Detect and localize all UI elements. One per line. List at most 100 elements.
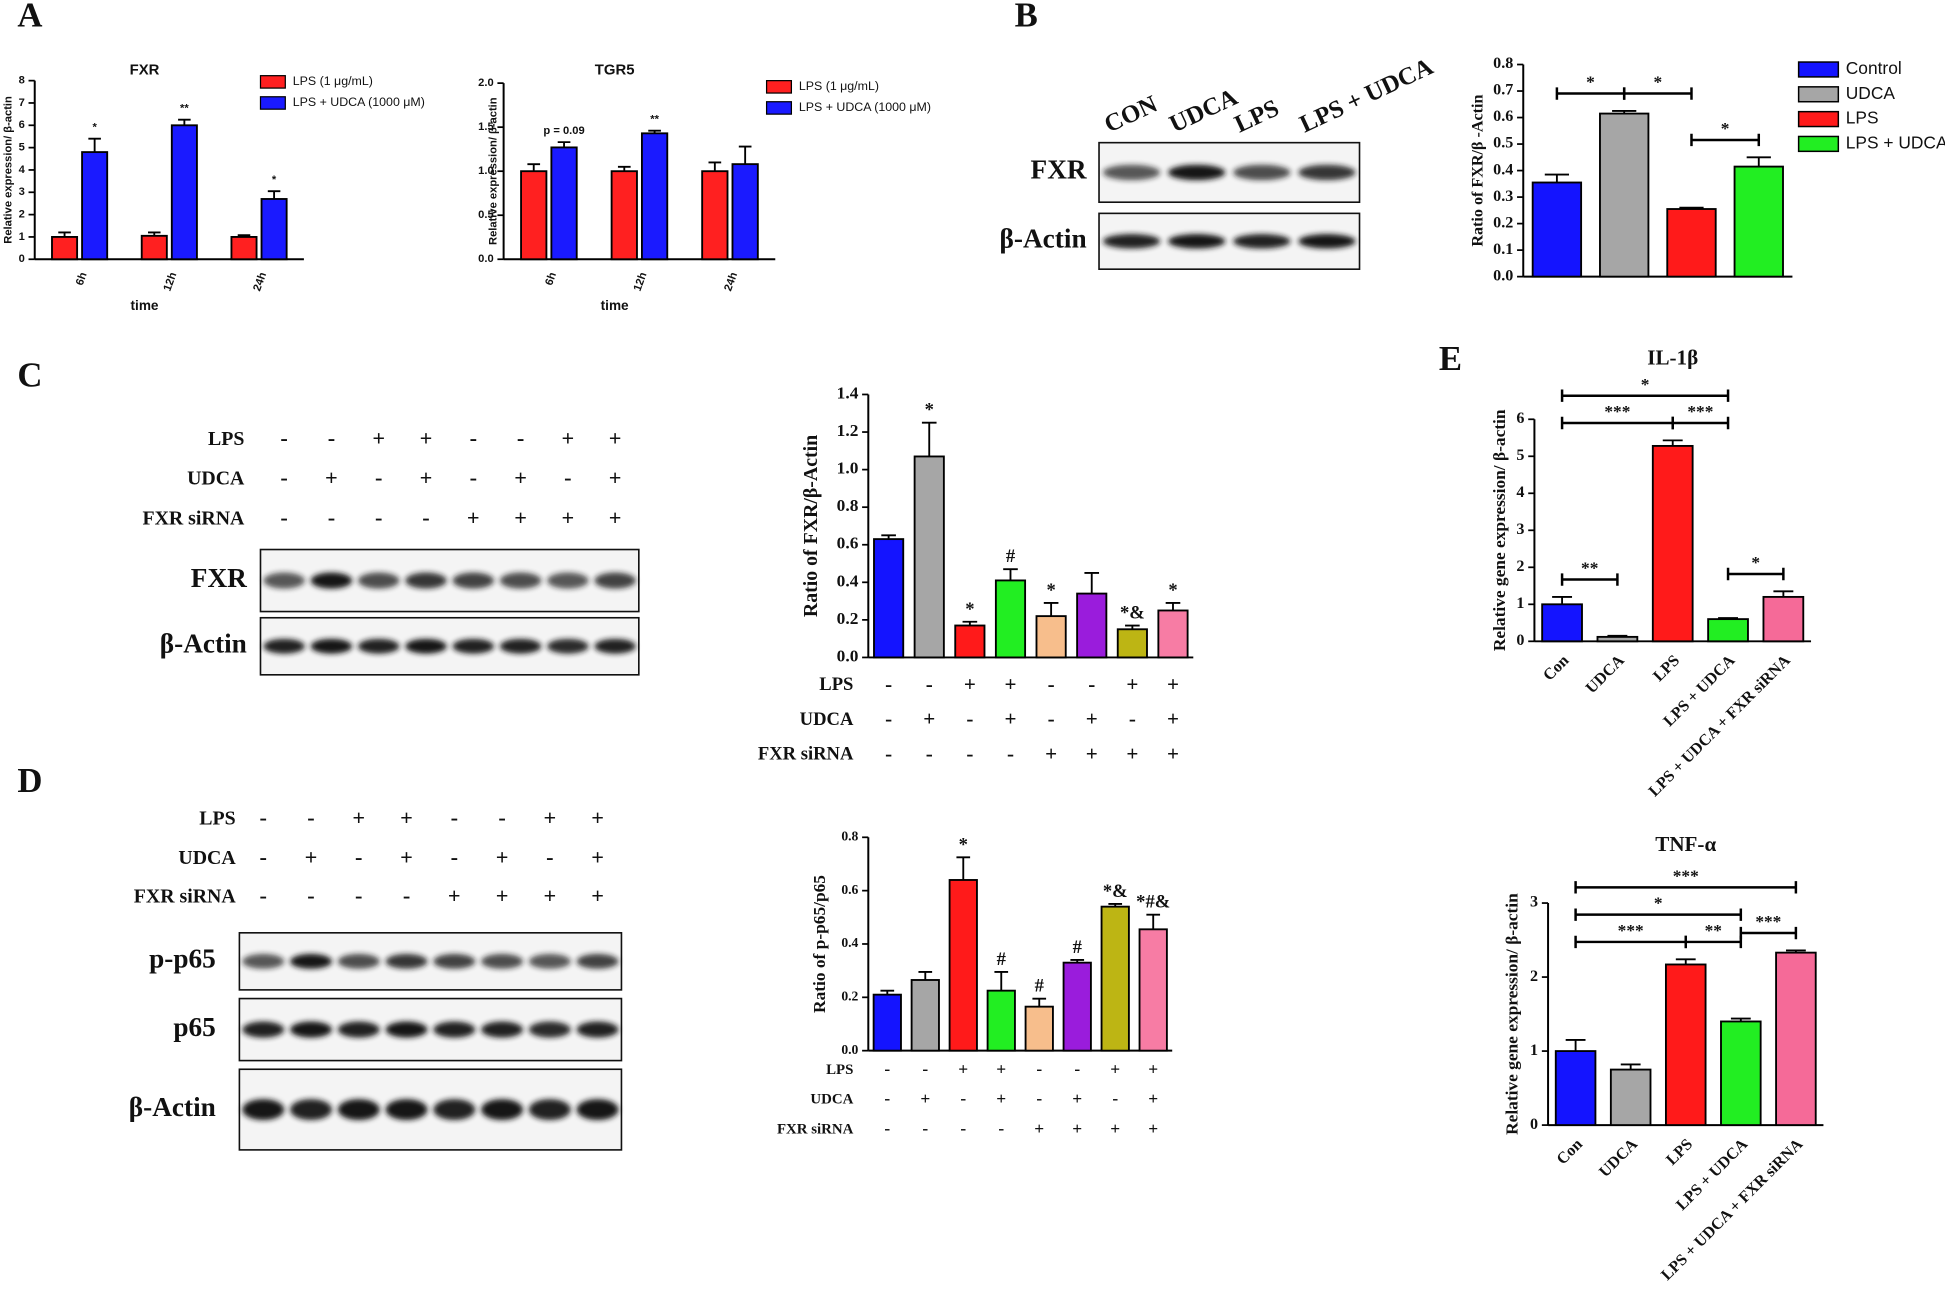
error-bar [738,145,752,165]
condition-sign: - [470,425,477,450]
bar-label: * [925,400,934,421]
error-bar [557,141,571,148]
bar [1541,603,1583,643]
condition-sign: + [1148,1059,1158,1078]
condition-sign: - [922,1119,928,1138]
error-bar [1165,602,1181,611]
bar [1762,595,1805,643]
blot-band [499,638,542,654]
condition-label: UDCA [178,847,236,869]
bar-label: * [272,174,277,186]
condition-sign: - [1036,1059,1042,1078]
condition-sign: + [1072,1119,1082,1138]
significance-bracket [1726,567,1785,581]
blot-band [405,572,447,589]
significance-label: *** [1673,866,1699,885]
condition-sign: + [1086,707,1098,731]
blot-band [594,572,636,589]
condition-sign: - [966,741,973,765]
error-bar [708,161,722,172]
error-bar [1146,913,1161,930]
condition-sign: + [1126,741,1138,765]
error-bar [1746,156,1771,167]
blot-band [385,1099,428,1121]
condition-sign: - [280,465,287,490]
condition-sign: - [546,845,553,870]
error-bar [1032,997,1047,1007]
y-axis-label: Relative expression/ β-actin [488,97,500,245]
condition-sign: - [403,883,410,908]
y-tick-label: 0.0 [841,1042,858,1057]
significance-bracket [1574,908,1743,921]
bar-label: # [1006,546,1016,567]
error-bar [921,421,937,457]
y-tick-label: 1 [1530,1042,1538,1059]
error-bar [267,190,281,199]
y-tick-label: 5 [19,142,25,154]
condition-sign: + [591,845,604,870]
bar-label: p = 0.09 [543,125,584,137]
significance-bracket [1574,881,1798,894]
bar [872,993,902,1052]
condition-sign: + [305,845,318,870]
y-tick-label: 0.4 [1493,161,1513,178]
blot-band [452,572,495,589]
y-axis-label: Relative expression/ β-actin [3,96,15,244]
y-tick-label: 7 [19,97,25,109]
bar [1720,1020,1762,1127]
condition-sign: - [355,845,362,870]
condition-sign: - [280,425,287,450]
condition-sign: + [562,425,575,450]
y-tick-label: 0.8 [841,828,858,843]
condition-sign: + [400,845,413,870]
condition-sign: + [1110,1119,1120,1138]
blot-band [263,572,305,589]
condition-sign: + [1004,707,1016,731]
bar-label: * [1046,580,1055,601]
significance-label: *** [1618,921,1644,940]
y-tick-label: 0.6 [841,882,858,897]
y-tick-label: 0.2 [1493,214,1513,231]
error-bar [1565,1039,1586,1052]
significance-label: * [1654,894,1663,913]
condition-sign: + [496,845,509,870]
condition-sign: + [964,672,976,696]
y-tick-label: 0 [19,253,25,265]
bar [1100,905,1130,1052]
y-tick-label: 0.3 [1493,188,1513,205]
bar-label: *#& [1136,892,1170,913]
blot-band [576,953,619,969]
error-bar [1620,1063,1641,1070]
error-bar [1552,595,1573,605]
error-bar [1607,634,1628,637]
blot-band [1102,234,1161,249]
significance-bracket [1739,926,1798,940]
condition-sign: - [375,505,382,530]
significance-label: ** [1581,559,1598,578]
bar [1609,1068,1652,1127]
significance-bracket [1560,573,1619,586]
error-bar [994,971,1009,991]
bar [1138,928,1168,1052]
y-tick-label: 8 [19,75,25,87]
bar [170,124,198,261]
condition-sign: - [1048,672,1055,696]
condition-sign: + [591,805,604,830]
blot-band [290,953,333,969]
significance-label: * [1653,73,1662,92]
y-tick-label: 2 [1530,968,1538,985]
bar-label: * [959,834,968,855]
error-bar [1675,958,1696,965]
blot-band [481,1021,524,1038]
bar [731,163,759,261]
condition-sign: + [920,1089,930,1108]
condition-sign: + [496,883,509,908]
condition-sign: + [1004,672,1016,696]
condition-sign: + [1167,741,1179,765]
bar [230,236,258,261]
significance-label: * [1751,553,1760,572]
blot-row-label: β-Actin [160,629,247,659]
y-axis-label: Relative gene expression/ β-actin [1490,409,1509,651]
y-tick-label: 1.2 [837,421,859,440]
condition-sign: + [591,883,604,908]
